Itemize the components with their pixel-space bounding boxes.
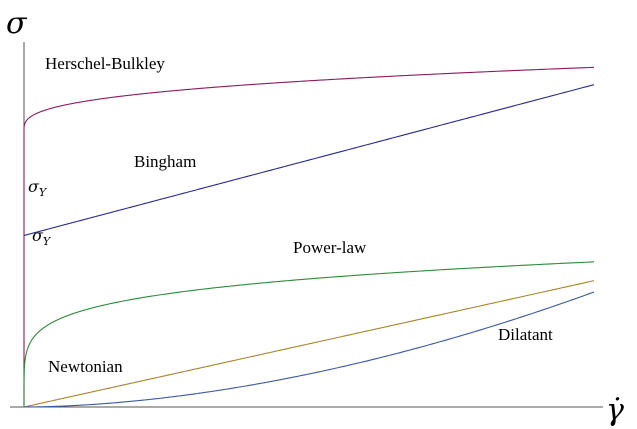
curve-power-law: [23, 261, 595, 407]
series-label-herschel-bulkley: Herschel-Bulkley: [45, 54, 165, 73]
yield-stress-hb-symbol: σ: [28, 177, 40, 196]
x-axis-label: γ̇: [606, 393, 624, 428]
series-label-power-law: Power-law: [293, 238, 367, 257]
curve-bingham: [23, 84, 595, 237]
curves-group: [23, 66, 595, 408]
y-axis-label: σ: [6, 6, 28, 41]
series-label-dilatant: Dilatant: [498, 325, 553, 344]
curve-herschel-bulkley: [23, 66, 595, 407]
yield-stress-label-bingham: σY: [32, 226, 52, 248]
yield-stress-bingham-subscript: Y: [43, 235, 52, 248]
yield-stress-label-hb: σY: [28, 177, 48, 199]
curve-newtonian: [23, 280, 595, 408]
series-label-newtonian: Newtonian: [48, 357, 123, 376]
series-label-bingham: Bingham: [134, 152, 196, 171]
yield-stress-bingham-symbol: σ: [32, 226, 44, 245]
yield-stress-hb-subscript: Y: [39, 186, 48, 199]
curve-dilatant: [24, 291, 595, 408]
